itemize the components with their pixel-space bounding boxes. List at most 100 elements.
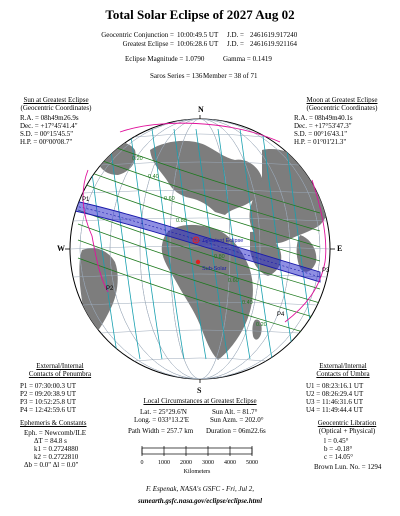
moon-dec: Dec. = +17°53'47.3"	[294, 122, 352, 130]
time-line	[217, 128, 251, 360]
contour-label: 0.40	[242, 300, 253, 306]
libration-heading: Geocentric Libration	[317, 419, 377, 427]
scale-ticks: 0 1000 2000 3000 4000 5000	[141, 446, 258, 466]
latitude-line	[82, 189, 318, 194]
conjunction-time: 10:00:49.5 UT	[177, 31, 219, 39]
ephemeris-heading: Ephemeris & Constants	[20, 419, 87, 427]
libration-subheading: (Optical + Physical)	[318, 427, 376, 435]
contour-label: 0.60	[228, 278, 239, 284]
penumbra-subheading: Contacts of Penumbra	[28, 370, 92, 378]
time-line	[173, 128, 207, 360]
subsolar-point	[195, 259, 201, 265]
contour-label: 0.20	[256, 322, 267, 328]
time-line	[239, 128, 273, 360]
graticule	[70, 119, 330, 379]
sun-hp: H.P. = 00°00'08.7"	[20, 138, 73, 146]
scale-tick-label: 3000	[202, 460, 214, 466]
sun-heading: Sun at Greatest Eclipse	[23, 96, 89, 104]
penumbra-west-limit	[82, 169, 109, 293]
contour-labels: 0.20 0.40 0.60 0.80 0.80 0.60 0.40 0.20	[132, 156, 267, 328]
penumbra-east-limit	[284, 179, 327, 323]
penumbra-p2: P2 = 09:20:38.9 UT	[20, 390, 77, 398]
latitude-line	[100, 161, 300, 166]
greatest-eclipse-label: Greatest Eclipse	[203, 238, 243, 244]
greatest-eclipse-jd-label: J.D. =	[227, 40, 244, 48]
north-label: N	[198, 105, 204, 114]
moon-ra: R.A. = 08h49m40.1s	[294, 114, 353, 122]
ephemeris-eph: Eph. = Newcomb/ILE	[24, 429, 87, 437]
saros-series: Saros Series = 136	[150, 72, 203, 80]
local-long: Long. = 033°13.2'E	[134, 416, 190, 424]
penumbra-p4: P4 = 12:42:59.6 UT	[20, 406, 77, 414]
scale-tick-label: 4000	[224, 460, 236, 466]
time-line	[151, 128, 185, 360]
central-line	[74, 205, 321, 278]
west-label: W	[57, 244, 65, 253]
latitude-line	[82, 301, 318, 306]
south-america-landmass	[79, 248, 118, 338]
greatest-eclipse-time: 10:06:28.6 UT	[177, 40, 219, 48]
page-title: Total Solar Eclipse of 2027 Aug 02	[105, 7, 295, 22]
time-line	[107, 128, 141, 360]
credit-url: sunearth.gsfc.nasa.gov/eclipse/eclipse.h…	[137, 497, 263, 505]
moon-subheading: (Geocentric Coordinates)	[306, 104, 378, 112]
umbra-u4: U4 = 11:49:44.4 UT	[306, 406, 363, 414]
time-line	[261, 128, 295, 360]
contour-label: 0.40	[148, 174, 159, 180]
eclipse-path	[74, 200, 321, 283]
moon-heading: Moon at Greatest Eclipse	[306, 96, 378, 104]
magnitude-contour	[77, 209, 321, 290]
penumbra-heading: External/Internal	[36, 362, 84, 370]
local-sun-alt: Sun Alt. = 81.7°	[212, 408, 258, 416]
credit-author: F. Espenak, NASA's GSFC - Fri, Jul 2,	[145, 485, 255, 493]
umbra-subheading: Contacts of Umbra	[316, 370, 370, 378]
conjunction-jd-label: J.D. =	[227, 31, 244, 39]
libration-c: c = 14.05°	[324, 453, 354, 461]
madagascar-landmass	[252, 319, 262, 340]
scale-tick-label: 1000	[158, 460, 170, 466]
time-line	[129, 128, 163, 360]
moon-hp: H.P. = 01°01'21.3"	[294, 138, 347, 146]
greatest-eclipse-marker	[192, 236, 200, 244]
ephemeris-k2: k2 = 0.2722810	[34, 453, 79, 461]
local-sun-azm: Sun Azm. = 202.0°	[210, 416, 264, 424]
scale-bar-frame	[141, 447, 253, 455]
east-label: E	[337, 244, 342, 253]
eclipse-magnitude: Eclipse Magnitude = 1.0790	[125, 55, 205, 63]
latitude-line	[73, 273, 327, 278]
latitude-line	[133, 357, 267, 362]
conjunction-jd: 2461619.917240	[250, 31, 298, 39]
ephemeris-delta-t: ΔT = 84.8 s	[34, 437, 67, 445]
distance-scale-bar: 0 1000 2000 3000 4000 5000 Kilometers	[141, 446, 258, 475]
penumbra-north-limit	[119, 122, 281, 143]
scale-tick-label: 5000	[246, 460, 258, 466]
magnitude-contour	[77, 181, 321, 262]
penumbra-limits	[82, 122, 327, 323]
magnitude-contour	[77, 167, 321, 248]
contour-label: 0.20	[132, 156, 143, 162]
greatest-eclipse-label: Greatest Eclipse =	[122, 40, 174, 48]
sun-ra: R.A. = 08h49m26.9s	[20, 114, 79, 122]
libration-b: b = -0.18°	[324, 445, 353, 453]
ephemeris-db-dl: Δb = 0.0" Δl = 0.0"	[24, 461, 79, 469]
conjunction-label: Geocentric Conjunction =	[101, 31, 174, 39]
umbral-path-band	[74, 200, 321, 283]
longitude-line	[109, 119, 291, 379]
moon-sd: S.D. = 00°16'43.1"	[294, 130, 348, 138]
magnitude-contour	[77, 239, 321, 320]
libration-l: l = 0.45°	[324, 437, 349, 445]
longitude-line	[79, 119, 321, 379]
umbra-heading: External/Internal	[319, 362, 367, 370]
sun-dec: Dec. = +17°45'41.4"	[20, 122, 78, 130]
latitude-line	[100, 329, 300, 334]
p2-label: P2	[106, 286, 114, 292]
local-path-width: Path Width = 257.7 km	[128, 427, 194, 435]
south-label: S	[197, 386, 202, 395]
scale-tick-label: 0	[141, 460, 144, 466]
local-heading: Local Circumstances at Greatest Eclipse	[143, 397, 257, 405]
p1-label: P1	[82, 197, 90, 203]
scale-unit: Kilometers	[184, 469, 211, 475]
umbra-u1: U1 = 08:23:16.1 UT	[306, 382, 364, 390]
contour-label: 0.80	[176, 218, 187, 224]
